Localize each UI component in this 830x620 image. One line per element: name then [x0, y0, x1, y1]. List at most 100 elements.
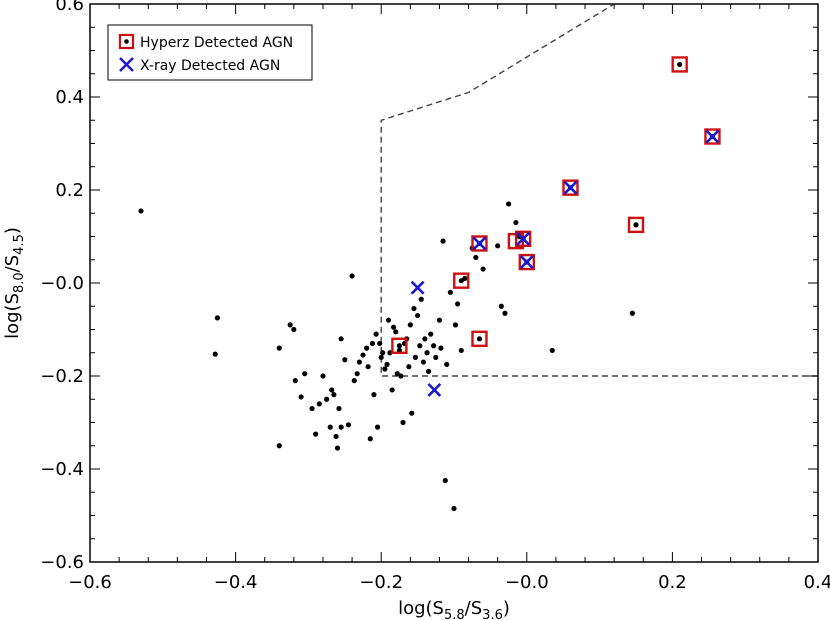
source-point: [287, 322, 293, 328]
source-point: [364, 345, 370, 351]
source-point: [418, 296, 424, 302]
source-point: [354, 371, 360, 377]
source-point: [400, 419, 406, 426]
y-tick-label: −0.2: [40, 366, 84, 387]
y-tick-label: −0.0: [40, 273, 84, 294]
source-point: [334, 445, 341, 451]
hyperz-agn-marker: [518, 253, 535, 271]
source-point: [313, 431, 319, 437]
legend-hyperz-label: Hyperz Detected AGN: [140, 35, 293, 51]
source-point: [513, 219, 519, 226]
source-point: [473, 254, 479, 261]
hyperz-agn-marker: [471, 330, 488, 347]
source-point: [276, 443, 282, 449]
source-point: [415, 312, 421, 319]
source-point: [212, 351, 218, 357]
legend-xray-label: X-ray Detected AGN: [140, 58, 280, 74]
source-point: [422, 336, 428, 342]
source-point: [458, 347, 464, 354]
source-point: [390, 324, 397, 330]
source-point: [452, 322, 459, 328]
source-point: [371, 392, 377, 398]
source-point: [411, 305, 417, 312]
x-tick-label: 0.4: [804, 572, 830, 593]
source-point: [385, 317, 392, 323]
source-point: [327, 424, 333, 430]
source-point: [345, 422, 352, 428]
source-point: [438, 345, 444, 351]
source-point: [360, 352, 366, 358]
legend-box: [107, 24, 313, 81]
hyperz-agn-marker: [391, 337, 408, 354]
source-point: [451, 505, 457, 512]
source-point: [138, 208, 144, 214]
y-tick-label: 0.6: [55, 0, 84, 15]
source-point: [338, 424, 344, 430]
xray-agn-marker: [427, 383, 442, 397]
source-point: [506, 201, 512, 207]
xray-agn-marker: [516, 231, 531, 246]
legend-hyperz-marker: [118, 33, 135, 50]
y-tick-label: −0.4: [40, 459, 84, 480]
source-point: [369, 340, 376, 347]
source-point: [455, 301, 461, 307]
source-point: [373, 331, 379, 337]
source-point: [406, 364, 412, 370]
source-point: [440, 238, 446, 244]
x-tick-label: 0.2: [658, 572, 687, 593]
xray-agn-marker: [519, 255, 534, 269]
source-point: [498, 303, 504, 309]
source-point: [351, 378, 357, 384]
source-point: [495, 243, 501, 249]
source-point: [480, 266, 486, 272]
source-point: [384, 361, 390, 367]
xray-agn-marker: [410, 280, 425, 295]
source-point: [420, 359, 427, 365]
source-point: [447, 289, 453, 295]
source-point: [458, 278, 464, 284]
source-point: [336, 405, 342, 412]
source-point: [378, 354, 384, 360]
source-point: [338, 336, 344, 342]
source-point: [442, 478, 448, 484]
x-tick-label: −0.0: [505, 572, 549, 593]
x-axis-title: log(S5.8/S3.6): [398, 598, 510, 620]
legend: Hyperz Detected AGN X-ray Detected AGN: [107, 24, 313, 81]
source-point: [409, 410, 415, 416]
source-point: [425, 368, 432, 374]
source-point: [309, 405, 315, 412]
source-point: [476, 336, 483, 342]
source-point: [356, 359, 362, 365]
hyperz-agn-marker: [562, 179, 579, 196]
hyperz-agn-marker: [453, 272, 470, 289]
source-point: [436, 317, 443, 323]
source-point: [320, 373, 326, 379]
xray-agn-marker: [472, 236, 487, 251]
source-point: [316, 401, 322, 407]
source-point: [291, 326, 297, 333]
xray-agn-marker: [705, 129, 720, 144]
x-tick-label: −0.6: [68, 572, 112, 593]
source-point: [333, 433, 339, 440]
x-tick-label: −0.4: [214, 572, 258, 593]
source-point: [324, 396, 330, 402]
source-point: [365, 364, 371, 370]
agn-wedge-boundary: [380, 3, 818, 377]
source-point: [502, 310, 508, 316]
source-point: [444, 361, 450, 367]
source-point: [329, 387, 335, 393]
source-point: [377, 340, 383, 347]
source-point: [633, 222, 639, 228]
source-point: [428, 331, 434, 337]
legend-hyperz-dot: [124, 39, 129, 44]
source-point: [393, 329, 399, 335]
hyperz-agn-marker: [507, 232, 525, 250]
hyperz-agn-marker: [671, 56, 688, 73]
source-point: [380, 350, 386, 356]
x-tick-label: −0.2: [359, 572, 403, 593]
source-point: [396, 343, 402, 349]
source-point: [424, 350, 430, 356]
source-point: [417, 343, 423, 349]
y-axis-title: log(S8.0/S4.5): [2, 227, 27, 339]
